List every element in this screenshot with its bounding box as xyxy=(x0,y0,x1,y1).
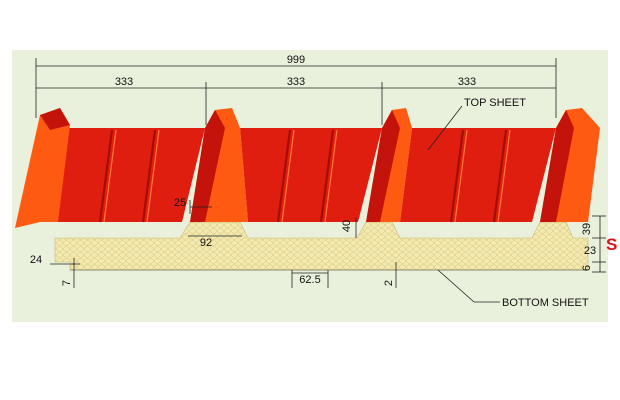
label-thickness-s: S xyxy=(606,235,617,254)
minor-grooves xyxy=(98,129,508,223)
rib-3-shade xyxy=(366,110,400,222)
dim-pitch-1: 333 xyxy=(115,76,133,88)
label-bottom-sheet: BOTTOM SHEET xyxy=(502,297,589,309)
rib-2-shade xyxy=(190,110,225,222)
sheet-flat-3 xyxy=(400,128,556,222)
dim-edge-width: 24 xyxy=(30,254,42,266)
dimension-lines xyxy=(35,58,606,303)
dim-rib-base-width: 92 xyxy=(200,237,212,249)
label-top-sheet: TOP SHEET xyxy=(464,97,526,109)
rib-left-top xyxy=(40,108,70,130)
dim-rib-height-top: 25 xyxy=(174,197,186,209)
sheet-flat-2 xyxy=(240,128,382,222)
dim-edge-step: 7 xyxy=(61,280,73,286)
minor-groove-highlights xyxy=(103,129,511,223)
dim-pitch-3: 333 xyxy=(458,76,476,88)
dim-total-width: 999 xyxy=(287,54,305,66)
rib-right-shade xyxy=(540,110,574,222)
rib-left xyxy=(15,108,70,228)
dim-pitch-2: 333 xyxy=(287,76,305,88)
dim-foam-cell-width: 62.5 xyxy=(299,274,320,286)
dim-gap: 2 xyxy=(383,280,395,286)
dim-right-bottom: 6 xyxy=(581,265,593,271)
dim-right-top: 39 xyxy=(581,223,593,235)
sheet-flat-1 xyxy=(55,128,205,222)
dim-right-mid: 23 xyxy=(584,245,596,257)
dim-rib-height-side: 40 xyxy=(341,220,353,232)
top-sheet xyxy=(15,108,600,228)
